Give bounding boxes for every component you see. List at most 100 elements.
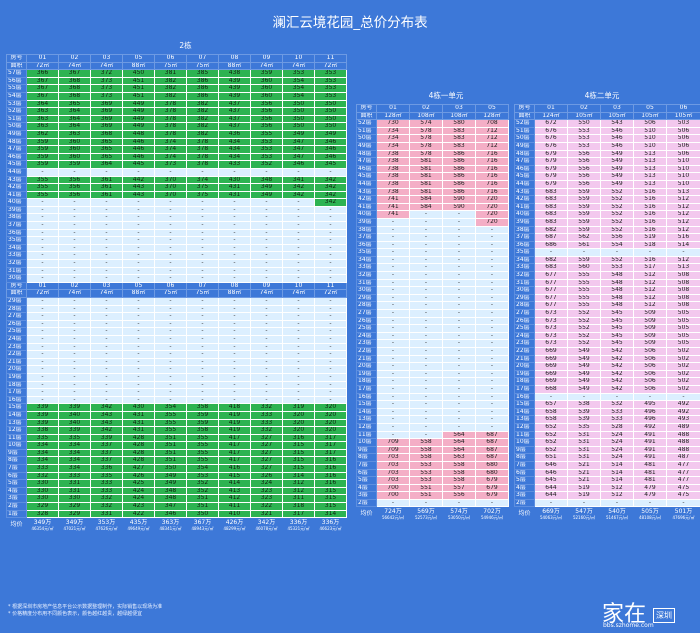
floor-row: 23层 - - - - — [356, 339, 509, 348]
price-cell: - — [58, 304, 91, 314]
room-number: 11 — [314, 54, 347, 63]
price-cell: 374 — [154, 137, 187, 147]
price-cell: - — [218, 213, 251, 223]
price-cell: 738 — [376, 179, 410, 189]
floor-label: 37层 — [356, 233, 377, 242]
price-cell: 355 — [250, 129, 283, 139]
floor-label: 6层 — [356, 468, 377, 478]
price-cell: - — [26, 236, 59, 245]
floor-row: 18层 - - - - — [356, 377, 509, 386]
price-cell: - — [314, 266, 347, 276]
price-cell: 350 — [314, 107, 347, 116]
price-cell: - — [122, 388, 155, 397]
average-cell: 336万 46623元/㎡ — [314, 517, 347, 534]
room-area: 128㎡ — [376, 111, 410, 121]
floor-row: 12层 652 535 528 492 489 — [514, 422, 700, 432]
price-cell: - — [376, 384, 410, 394]
price-cell: - — [442, 407, 476, 417]
average-cell: 724万 56642元/㎡ — [376, 506, 410, 523]
price-table: 房号 01 02 03 05 06 07 08 09 10 11 面积 72㎡ 74㎡ 74㎡ 88㎡ 75㎡ 7… — [6, 54, 347, 534]
price-cell: 542 — [600, 369, 634, 379]
price-cell: - — [442, 278, 476, 288]
header-label: 面积 — [6, 61, 27, 71]
price-cell: 314 — [282, 471, 315, 481]
price-cell: 519 — [567, 491, 601, 500]
price-cell: 365 — [90, 137, 123, 147]
price-cell: 581 — [409, 172, 443, 181]
price-cell: 492 — [666, 400, 700, 409]
price-cell: - — [154, 395, 187, 405]
price-cell: - — [442, 498, 476, 508]
price-cell: - — [186, 365, 219, 374]
price-cell: 348 — [154, 494, 187, 504]
price-cell: 510 — [633, 126, 667, 136]
price-cell: 370 — [154, 175, 187, 185]
floor-row: 5层 330 331 333 425 349 352 414 324 312 316 — [6, 479, 347, 488]
price-cell: - — [218, 236, 251, 245]
floor-label: 45层 — [6, 160, 27, 169]
floor-label: 8层 — [356, 453, 377, 462]
price-cell: - — [376, 301, 410, 311]
price-cell: 687 — [475, 430, 509, 440]
average-total: 342万 — [257, 518, 276, 526]
price-cell: 363 — [58, 129, 91, 139]
floor-row: 38层 - - - - - - - - - - — [6, 213, 347, 223]
price-cell: 378 — [186, 152, 219, 162]
price-cell: 346 — [314, 145, 347, 154]
price-cell: - — [600, 248, 634, 257]
floor-row: 43层 738 581 586 716 — [356, 187, 509, 197]
price-cell: - — [314, 350, 347, 359]
price-cell: - — [282, 205, 315, 215]
price-cell: 518 — [633, 240, 667, 250]
price-cell: 716 — [475, 164, 509, 174]
room-number: 05 — [475, 104, 509, 113]
price-cell: - — [475, 422, 509, 432]
floor-row: 7层 703 553 558 680 — [356, 460, 509, 470]
price-cell: 505 — [666, 331, 700, 341]
price-cell: - — [122, 297, 155, 306]
floor-label: 5层 — [514, 476, 535, 485]
price-cell: - — [154, 259, 187, 268]
floor-label: 49层 — [514, 141, 535, 151]
price-cell: - — [26, 251, 59, 261]
price-cell: - — [26, 198, 59, 207]
price-cell: - — [90, 167, 123, 177]
price-cell: - — [567, 392, 601, 402]
average-unit-price: 46623元/㎡ — [319, 525, 342, 531]
floor-label: 53层 — [6, 99, 27, 109]
floor-row: 14层 - - - - — [356, 407, 509, 417]
price-cell: - — [90, 251, 123, 261]
price-cell: 373 — [90, 91, 123, 101]
price-cell: 510 — [666, 172, 700, 181]
price-cell: - — [314, 357, 347, 367]
price-cell: 342 — [282, 183, 315, 192]
room-number: 05 — [122, 54, 155, 63]
price-cell: 508 — [666, 278, 700, 288]
price-cell: 334 — [58, 441, 91, 450]
price-cell: 360 — [250, 76, 283, 86]
floor-label: 24层 — [356, 331, 377, 341]
header-label: 房号 — [514, 104, 535, 113]
price-cell: 488 — [666, 438, 700, 447]
price-cell: 513 — [633, 172, 667, 181]
price-cell: - — [58, 350, 91, 359]
price-cell: - — [186, 297, 219, 306]
price-cell: 551 — [409, 483, 443, 493]
price-cell: - — [122, 304, 155, 314]
floor-label: 29层 — [6, 297, 27, 306]
average-label: 均价 — [6, 517, 27, 534]
price-cell: - — [314, 395, 347, 405]
price-cell: - — [90, 205, 123, 215]
price-cell: - — [186, 213, 219, 223]
price-cell: 315 — [282, 464, 315, 473]
average-cell: 353万 47626元/㎡ — [90, 517, 123, 534]
price-cell: 385 — [186, 69, 219, 78]
price-cell: 734 — [376, 134, 410, 143]
price-cell: 542 — [600, 377, 634, 386]
floor-row: 28层 - - - - — [356, 301, 509, 311]
price-cell: 513 — [633, 164, 667, 174]
price-cell: 378 — [154, 122, 187, 131]
price-cell: 514 — [600, 468, 634, 478]
room-number: 06 — [154, 281, 187, 291]
price-cell: - — [122, 205, 155, 215]
